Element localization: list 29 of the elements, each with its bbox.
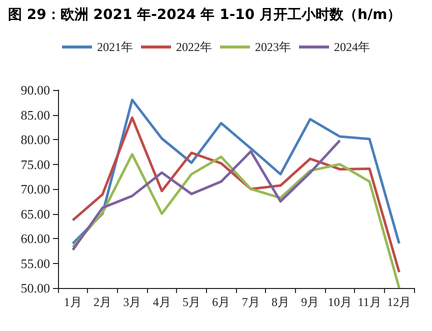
line-series <box>72 139 342 252</box>
legend-label: 2024年 <box>334 40 370 54</box>
y-tick-label: 75.00 <box>20 156 50 172</box>
y-tick-label: 70.00 <box>20 182 50 196</box>
x-tick-label: 10月 <box>328 295 352 309</box>
y-tick-label: 60.00 <box>20 231 50 246</box>
legend-label: 2023年 <box>255 40 291 54</box>
line-series <box>72 153 400 290</box>
y-tick-label: 85.00 <box>20 107 50 122</box>
y-tick-label: 65.00 <box>20 206 50 222</box>
legend-label: 2021年 <box>97 40 133 54</box>
x-tick-label: 5月 <box>182 295 200 309</box>
x-tick-label: 6月 <box>212 295 230 309</box>
y-tick-label: 90.00 <box>20 82 50 98</box>
x-tick-label: 12月 <box>387 295 412 309</box>
x-tick-label: 3月 <box>123 295 142 309</box>
x-tick-label: 11月 <box>358 295 382 309</box>
line-series <box>72 116 400 274</box>
x-tick-label: 1月 <box>64 295 82 309</box>
x-tick-label: 8月 <box>272 295 290 309</box>
x-tick-label: 9月 <box>301 295 320 309</box>
legend-label: 2022年 <box>176 40 212 54</box>
x-tick-label: 2月 <box>94 295 112 309</box>
x-tick-label: 4月 <box>152 295 171 309</box>
y-tick-label: 80.00 <box>20 132 50 147</box>
y-tick-label: 55.00 <box>20 256 50 271</box>
x-tick-label: 7月 <box>242 295 260 309</box>
chart-title: 图 29：欧洲 2021 年-2024 年 1-10 月开工小时数（h/m） <box>7 6 402 25</box>
y-tick-label: 50.00 <box>20 280 50 296</box>
